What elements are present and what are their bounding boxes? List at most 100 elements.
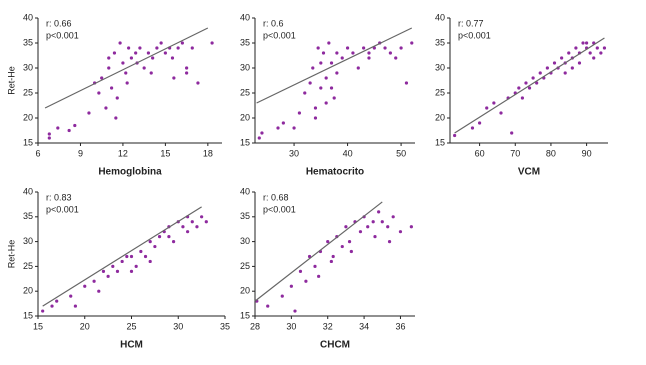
x-tick-label: 32 xyxy=(323,321,333,331)
x-tick-label: 12 xyxy=(118,148,128,158)
y-tick-label: 30 xyxy=(435,62,445,72)
point xyxy=(151,56,155,60)
y-tick-label: 20 xyxy=(23,112,33,122)
panel: 15 20 25 30 35 40 30 40 50 Hematocrito r: 0.6 p<0.0… xyxy=(240,12,415,178)
point xyxy=(351,51,355,55)
point xyxy=(260,131,264,135)
point xyxy=(492,101,496,105)
point xyxy=(83,284,87,288)
x-tick-label: 20 xyxy=(80,321,90,331)
x-tick-label: 50 xyxy=(396,148,406,158)
point xyxy=(281,121,285,125)
point xyxy=(386,225,390,229)
point xyxy=(148,259,152,264)
point xyxy=(527,86,532,90)
point xyxy=(517,86,521,90)
x-axis-label: HCM xyxy=(120,340,143,351)
x-tick-label: 15 xyxy=(160,148,170,158)
point xyxy=(470,126,475,130)
x-tick-label: 28 xyxy=(250,321,260,331)
point xyxy=(186,230,190,234)
point xyxy=(115,96,119,100)
y-tick-label: 40 xyxy=(23,12,33,22)
y-tick-label: 35 xyxy=(23,37,33,47)
x-tick-label: 30 xyxy=(286,321,296,331)
y-tick-label: 20 xyxy=(240,286,250,296)
point xyxy=(134,51,138,55)
point xyxy=(280,294,284,298)
point xyxy=(372,46,376,50)
annotation: p<0.001 xyxy=(458,30,491,40)
point xyxy=(47,132,51,136)
point xyxy=(41,309,45,313)
point xyxy=(129,269,134,273)
point xyxy=(124,71,128,75)
point xyxy=(101,269,106,273)
point xyxy=(121,61,125,65)
point xyxy=(327,41,331,45)
point xyxy=(200,215,204,219)
point xyxy=(478,121,482,125)
y-tick-label: 25 xyxy=(240,87,250,97)
x-axis-label: CHCM xyxy=(320,340,350,351)
point xyxy=(545,66,549,70)
point xyxy=(303,91,307,95)
point xyxy=(510,131,514,135)
point xyxy=(560,56,564,60)
point xyxy=(73,123,77,128)
point xyxy=(324,76,328,80)
point xyxy=(195,225,199,229)
point xyxy=(538,71,542,75)
x-tick-label: 9 xyxy=(78,148,83,158)
point xyxy=(171,240,176,244)
point xyxy=(185,71,189,75)
point xyxy=(316,46,320,50)
y-tick-label: 30 xyxy=(240,62,250,72)
point xyxy=(592,56,596,60)
point xyxy=(313,264,317,268)
y-tick-label: 40 xyxy=(23,186,33,196)
point xyxy=(345,46,350,50)
point xyxy=(317,274,321,278)
y-tick-label: 15 xyxy=(23,137,33,147)
point xyxy=(110,86,114,90)
point xyxy=(143,254,148,259)
point xyxy=(125,81,129,85)
point xyxy=(570,66,574,70)
point xyxy=(367,56,371,60)
y-tick-label: 20 xyxy=(435,112,445,122)
point xyxy=(129,56,134,60)
y-tick-label: 15 xyxy=(240,310,250,320)
point xyxy=(73,304,77,308)
x-tick-label: 60 xyxy=(475,148,485,158)
trend-line xyxy=(454,37,605,134)
y-tick-label: 30 xyxy=(23,62,33,72)
point xyxy=(106,274,110,278)
x-tick-label: 40 xyxy=(343,148,353,158)
y-tick-label: 35 xyxy=(435,37,445,47)
point xyxy=(574,46,578,50)
point xyxy=(329,259,333,264)
point xyxy=(104,106,108,110)
point xyxy=(50,304,54,308)
point xyxy=(159,41,163,45)
point xyxy=(308,81,312,85)
point xyxy=(383,46,387,50)
y-tick-label: 40 xyxy=(435,12,445,22)
x-tick-label: 18 xyxy=(203,148,213,158)
point xyxy=(172,76,176,80)
point xyxy=(344,225,348,229)
point xyxy=(153,244,157,249)
point xyxy=(588,51,592,55)
y-tick-label: 25 xyxy=(240,261,250,271)
point xyxy=(266,304,270,308)
x-tick-label: 90 xyxy=(582,148,592,158)
point xyxy=(595,46,599,50)
point xyxy=(257,136,261,140)
annotation: r: 0.66 xyxy=(46,18,72,28)
point xyxy=(485,106,489,110)
x-tick-label: 34 xyxy=(359,321,369,331)
point xyxy=(69,294,73,298)
point xyxy=(120,259,124,264)
point xyxy=(163,51,167,55)
